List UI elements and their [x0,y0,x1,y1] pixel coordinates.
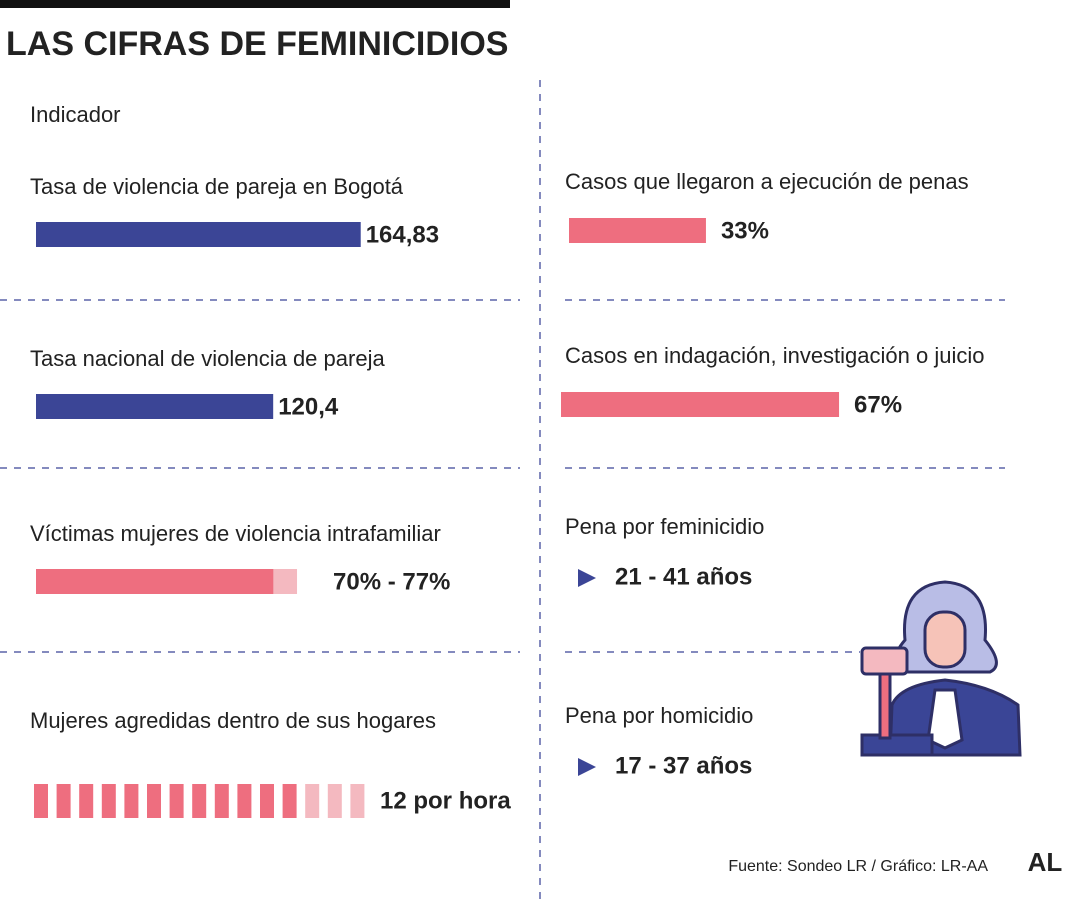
indicator-label: Pena por homicidio [565,703,753,728]
value-label: 120,4 [278,393,339,420]
bar [36,222,361,247]
bullet [578,758,596,776]
block [79,784,94,818]
value-label: 70% - 77% [333,568,450,595]
block-bar [34,784,365,818]
source: Fuente: Sondeo LR / Gráfico: LR-AA [728,858,988,875]
block [169,784,184,818]
bar [569,218,706,243]
value-label: 164,83 [366,221,439,248]
value-label: 67% [854,391,902,418]
title: LAS CIFRAS DE FEMINICIDIOS [6,25,508,63]
block [56,784,71,818]
block [101,784,116,818]
block [282,784,297,818]
block [124,784,139,818]
indicator-label: Casos que llegaron a ejecución de penas [565,169,969,194]
block [327,784,342,818]
block [147,784,161,818]
value-label: 17 - 37 años [615,752,752,779]
block [350,784,365,818]
judge-icon [860,580,1022,757]
logo: AL [1028,847,1063,877]
indicator-label: Casos en indagación, investigación o jui… [565,343,984,368]
block [214,784,229,818]
block [34,784,48,818]
value-label: 21 - 41 años [615,563,752,590]
block [192,784,207,818]
indicator-label: Tasa de violencia de pareja en Bogotá [30,174,404,199]
bar [36,394,274,419]
bullet [578,569,596,587]
indicator-label: Pena por feminicidio [565,514,764,539]
bar [36,569,274,594]
block [305,784,320,818]
top-rule [0,0,510,8]
column-header: Indicador [30,102,121,127]
value-label: 33% [721,217,769,244]
indicator-label: Víctimas mujeres de violencia intrafamil… [30,521,441,546]
value-label: 12 por hora [380,787,511,814]
block [260,784,274,818]
bar [561,392,840,417]
indicator-label: Mujeres agredidas dentro de sus hogares [30,708,436,733]
indicator-label: Tasa nacional de violencia de pareja [30,346,385,371]
block [237,784,252,818]
